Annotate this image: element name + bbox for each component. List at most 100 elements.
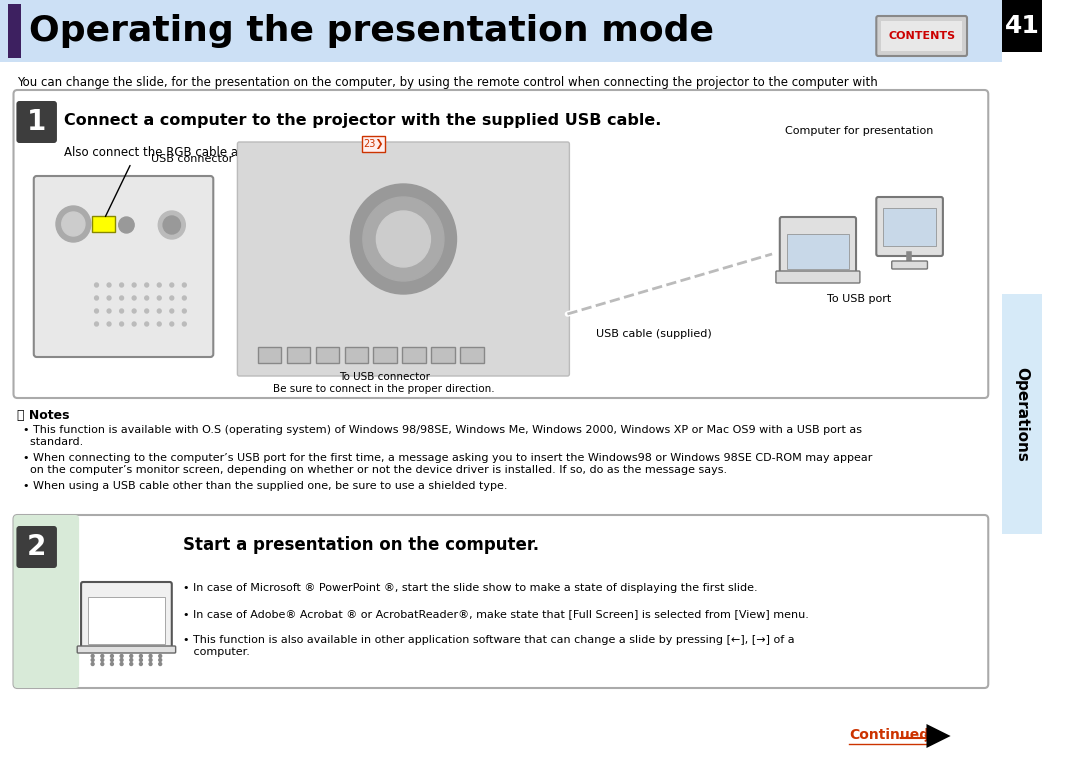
Circle shape (377, 211, 431, 267)
FancyBboxPatch shape (315, 347, 339, 363)
Circle shape (107, 322, 111, 326)
Text: • When using a USB cable other than the supplied one, be sure to use a shielded : • When using a USB cable other than the … (23, 481, 508, 491)
Circle shape (120, 283, 123, 287)
FancyBboxPatch shape (345, 347, 367, 363)
Circle shape (130, 655, 133, 658)
Text: 1: 1 (27, 108, 46, 136)
FancyBboxPatch shape (286, 347, 310, 363)
Circle shape (100, 662, 104, 665)
Text: • This function is also available in other application software that can change : • This function is also available in oth… (184, 635, 795, 656)
Circle shape (183, 322, 186, 326)
Polygon shape (927, 724, 950, 748)
Circle shape (132, 309, 136, 313)
Text: CONTENTS: CONTENTS (888, 31, 955, 41)
FancyBboxPatch shape (14, 515, 79, 688)
Circle shape (170, 309, 174, 313)
Circle shape (139, 659, 143, 662)
FancyBboxPatch shape (1002, 294, 1042, 534)
Text: 41: 41 (1004, 14, 1039, 38)
Text: Connect a computer to the projector with the supplied USB cable.: Connect a computer to the projector with… (64, 112, 661, 128)
Circle shape (149, 655, 152, 658)
Circle shape (120, 659, 123, 662)
Circle shape (183, 296, 186, 300)
FancyBboxPatch shape (780, 217, 856, 276)
Circle shape (132, 322, 136, 326)
FancyBboxPatch shape (460, 347, 484, 363)
FancyBboxPatch shape (876, 16, 967, 56)
Circle shape (159, 655, 162, 658)
Circle shape (149, 659, 152, 662)
Circle shape (132, 296, 136, 300)
Circle shape (159, 659, 162, 662)
FancyBboxPatch shape (77, 646, 176, 653)
FancyBboxPatch shape (362, 136, 386, 152)
FancyBboxPatch shape (881, 21, 962, 51)
Text: Operating the presentation mode: Operating the presentation mode (29, 14, 714, 48)
Circle shape (183, 309, 186, 313)
Circle shape (107, 283, 111, 287)
Text: • This function is available with O.S (operating system) of Windows 98/98SE, Win: • This function is available with O.S (o… (23, 425, 862, 447)
Text: To USB port: To USB port (827, 294, 891, 304)
FancyBboxPatch shape (403, 347, 426, 363)
Circle shape (158, 296, 161, 300)
FancyBboxPatch shape (0, 0, 1002, 62)
FancyBboxPatch shape (1002, 0, 1042, 52)
Text: USB connector: USB connector (150, 154, 233, 164)
Circle shape (120, 309, 123, 313)
Circle shape (120, 662, 123, 665)
Circle shape (132, 283, 136, 287)
Circle shape (158, 322, 161, 326)
Text: 📋 Notes: 📋 Notes (17, 409, 70, 422)
Circle shape (130, 662, 133, 665)
FancyBboxPatch shape (876, 197, 943, 256)
Text: Start a presentation on the computer.: Start a presentation on the computer. (184, 536, 540, 554)
Circle shape (95, 296, 98, 300)
FancyBboxPatch shape (81, 582, 172, 651)
Circle shape (158, 309, 161, 313)
Circle shape (183, 283, 186, 287)
FancyBboxPatch shape (14, 515, 988, 688)
Circle shape (119, 217, 134, 233)
Circle shape (100, 659, 104, 662)
Text: 2: 2 (27, 533, 46, 561)
Circle shape (139, 655, 143, 658)
Circle shape (91, 655, 94, 658)
Circle shape (170, 296, 174, 300)
Circle shape (95, 283, 98, 287)
Circle shape (159, 662, 162, 665)
Circle shape (170, 283, 174, 287)
FancyBboxPatch shape (786, 234, 849, 269)
FancyBboxPatch shape (92, 216, 114, 232)
Text: Also connect the RGB cable and the audio cable if necessary.: Also connect the RGB cable and the audio… (64, 146, 433, 159)
Circle shape (145, 309, 149, 313)
Circle shape (145, 296, 149, 300)
Circle shape (100, 655, 104, 658)
Circle shape (110, 662, 113, 665)
Circle shape (158, 283, 161, 287)
Circle shape (95, 309, 98, 313)
Circle shape (363, 197, 444, 281)
Text: • In case of Microsoft ® PowerPoint ®, start the slide show to make a state of d: • In case of Microsoft ® PowerPoint ®, s… (184, 583, 758, 593)
FancyBboxPatch shape (8, 4, 22, 58)
Text: Computer for presentation: Computer for presentation (785, 126, 933, 136)
Circle shape (107, 309, 111, 313)
Circle shape (145, 283, 149, 287)
Text: Continued: Continued (849, 728, 930, 742)
FancyBboxPatch shape (14, 90, 988, 398)
Circle shape (56, 206, 91, 242)
Circle shape (139, 662, 143, 665)
FancyBboxPatch shape (431, 347, 455, 363)
FancyBboxPatch shape (16, 101, 57, 143)
FancyBboxPatch shape (238, 142, 569, 376)
Circle shape (350, 184, 457, 294)
Circle shape (120, 296, 123, 300)
Circle shape (62, 212, 85, 236)
Circle shape (130, 659, 133, 662)
Text: • When connecting to the computer’s USB port for the first time, a message askin: • When connecting to the computer’s USB … (23, 453, 873, 474)
Text: To USB connector
Be sure to connect in the proper direction.: To USB connector Be sure to connect in t… (273, 372, 495, 393)
Text: 23❯: 23❯ (363, 139, 383, 149)
Circle shape (110, 659, 113, 662)
FancyBboxPatch shape (33, 176, 213, 357)
Circle shape (170, 322, 174, 326)
FancyBboxPatch shape (87, 597, 165, 644)
